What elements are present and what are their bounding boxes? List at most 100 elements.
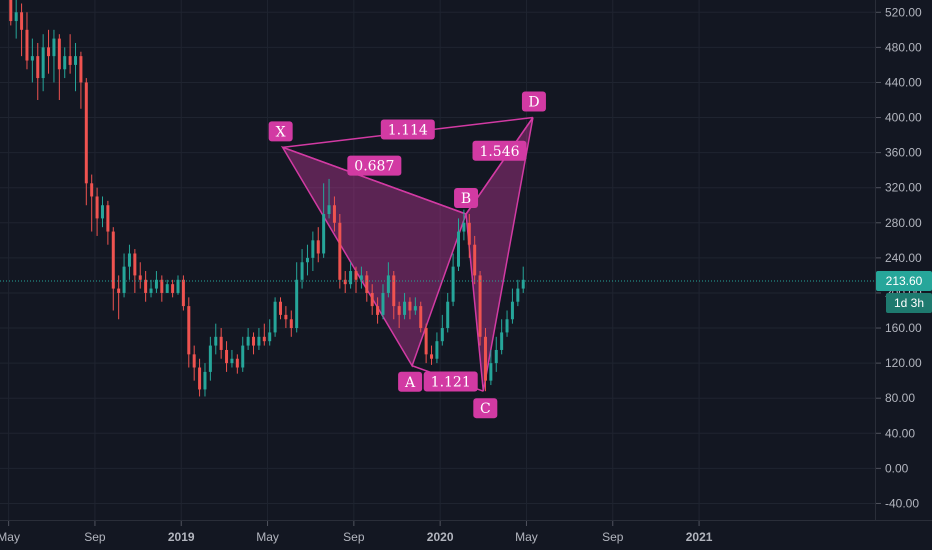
candle-body-down [219,336,223,350]
candle-body-up [246,336,250,346]
candle-body-up [446,301,450,329]
x-tick-label: May [256,530,279,544]
candle-body-down [90,183,94,197]
pattern-point-x: X [276,124,286,140]
candle-body-down [198,367,202,390]
candle-body-up [149,288,153,293]
candle-body-down [278,301,282,315]
candle-body-up [510,301,514,320]
candle-body-down [171,284,175,293]
candle-body-up [359,275,363,280]
x-axis[interactable]: May Sep 2019 May Sep 2020 May Sep 2021 [0,521,713,544]
candle-body-up [349,271,353,285]
candle-body-down [57,38,61,70]
candle-body-down [111,231,115,289]
countdown-label-bg [886,293,932,314]
candle-body-down [408,301,412,311]
candle-body-up [63,56,67,70]
x-tick-label: Sep [343,530,365,544]
candle-body-down [84,82,88,184]
candle-body-up [52,38,56,57]
candle-body-up [521,279,525,289]
candle-body-down [20,12,24,30]
pattern-point-c-bg [473,398,498,419]
pattern-point-x-bg [268,121,293,142]
candle-body-up [305,257,309,263]
candle-body-down [430,354,434,359]
y-tick-label: 240.00 [885,251,922,265]
candle-body-up [74,56,78,65]
candle-body-up [176,279,180,293]
candle-body-up [505,319,509,333]
candle-body-up [500,332,504,350]
y-tick-label: 400.00 [885,111,922,125]
ratio-label-x-a-b-bg [347,155,402,176]
pattern-labels: X A B C D 1.114 0.687 1.546 1.121 [268,91,546,419]
candle-body-up [381,292,385,315]
candle-body-down [187,306,191,355]
candle-body-up [14,12,18,22]
pattern-point-d-bg [521,91,546,112]
candle-body-up [435,341,439,359]
candle-body-up [257,336,261,346]
ratio-label-b-c-d: 1.546 [479,144,519,160]
countdown-label: 1d 3h [894,296,924,310]
candle-body-down [365,275,369,293]
ratio-label-a-c-bg [423,371,478,392]
candle-body-down [262,336,266,342]
x-tick-label: May [515,530,538,544]
candle-body-up [462,222,466,232]
candle-body-down [235,358,239,368]
candle-body-up [230,358,234,364]
x-tick-label: 2019 [168,530,195,544]
pattern-point-c: C [480,401,491,417]
current-price-label-bg [876,271,932,292]
candle-body-up [154,279,158,289]
candle-body-down [144,279,148,293]
pattern-point-a-bg [398,371,423,392]
candle-body-up [456,231,460,267]
candle-body-down [252,336,256,346]
candle-body-down [392,275,396,307]
candle-body-up [413,306,417,311]
candle-body-up [273,301,277,333]
candle-body-up [386,275,390,293]
candle-body-down [467,222,471,245]
candle-body-up [451,266,455,302]
x-tick-label: 2020 [427,530,454,544]
candle-body-up [516,288,520,302]
candle-body-up [440,328,444,342]
candle-body-down [376,306,380,315]
candle-body-down [68,56,72,65]
candle-body-down [117,288,121,293]
candle-body-down [419,306,423,329]
candle-body-down [25,29,29,61]
ratio-label-a-c: 1.121 [431,374,471,390]
candle-body-up [300,262,304,280]
y-tick-label: 520.00 [885,5,922,19]
candle-body-down [133,253,137,276]
candle-body-up [494,349,498,364]
y-tick-label: -40.00 [885,496,919,510]
candle-body-down [483,336,487,381]
candle-body-down [284,314,288,320]
candle-body-down [397,306,401,315]
y-tick-label: 120.00 [885,356,922,370]
candle-body-up [41,47,45,79]
candle-body-down [332,205,336,223]
y-tick-label: 80.00 [885,391,915,405]
candle-body-down [36,56,40,79]
candle-body-up [489,363,493,381]
candle-body-up [203,371,207,390]
y-tick-label: 160.00 [885,321,922,335]
x-tick-label: May [0,530,20,544]
candle-body-down [473,244,477,276]
candle-body-down [47,47,51,57]
candle-body-up [30,56,34,61]
candles [9,0,525,397]
candle-body-down [181,279,185,307]
candle-body-down [343,279,347,285]
candle-body-down [370,292,374,307]
